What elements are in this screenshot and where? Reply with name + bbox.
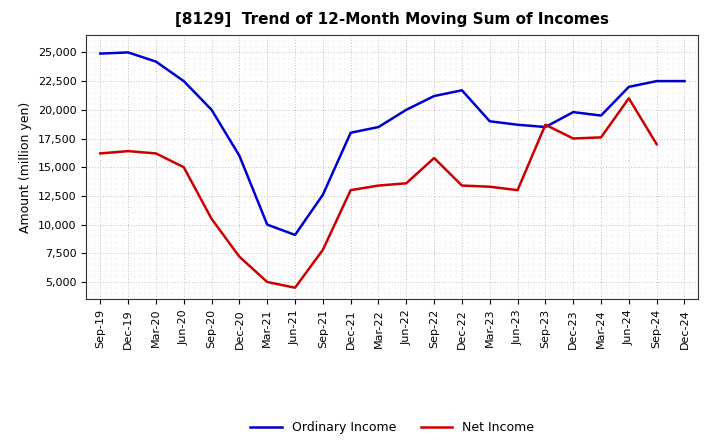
Net Income	[597, 135, 606, 140]
Ordinary Income	[485, 119, 494, 124]
Net Income	[318, 247, 327, 253]
Legend: Ordinary Income, Net Income: Ordinary Income, Net Income	[246, 416, 539, 439]
Net Income	[402, 181, 410, 186]
Net Income	[124, 148, 132, 154]
Ordinary Income	[402, 107, 410, 113]
Net Income	[541, 122, 550, 127]
Net Income	[569, 136, 577, 141]
Net Income	[235, 254, 243, 259]
Net Income	[291, 285, 300, 290]
Net Income	[485, 184, 494, 189]
Net Income	[513, 187, 522, 193]
Ordinary Income	[680, 78, 689, 84]
Ordinary Income	[513, 122, 522, 127]
Net Income	[179, 165, 188, 170]
Ordinary Income	[96, 51, 104, 56]
Ordinary Income	[207, 107, 216, 113]
Ordinary Income	[179, 78, 188, 84]
Net Income	[374, 183, 383, 188]
Title: [8129]  Trend of 12-Month Moving Sum of Incomes: [8129] Trend of 12-Month Moving Sum of I…	[176, 12, 609, 27]
Net Income	[96, 151, 104, 156]
Ordinary Income	[430, 93, 438, 99]
Ordinary Income	[318, 192, 327, 198]
Ordinary Income	[374, 125, 383, 130]
Net Income	[652, 142, 661, 147]
Y-axis label: Amount (million yen): Amount (million yen)	[19, 102, 32, 233]
Net Income	[263, 279, 271, 285]
Line: Ordinary Income: Ordinary Income	[100, 52, 685, 235]
Ordinary Income	[291, 232, 300, 238]
Net Income	[152, 151, 161, 156]
Ordinary Income	[458, 88, 467, 93]
Ordinary Income	[124, 50, 132, 55]
Ordinary Income	[263, 222, 271, 227]
Ordinary Income	[624, 84, 633, 89]
Ordinary Income	[597, 113, 606, 118]
Net Income	[207, 216, 216, 221]
Net Income	[458, 183, 467, 188]
Ordinary Income	[652, 78, 661, 84]
Net Income	[430, 155, 438, 161]
Net Income	[346, 187, 355, 193]
Ordinary Income	[541, 125, 550, 130]
Ordinary Income	[569, 110, 577, 115]
Line: Net Income: Net Income	[100, 98, 657, 288]
Ordinary Income	[235, 153, 243, 158]
Ordinary Income	[346, 130, 355, 136]
Ordinary Income	[152, 59, 161, 64]
Net Income	[624, 95, 633, 101]
